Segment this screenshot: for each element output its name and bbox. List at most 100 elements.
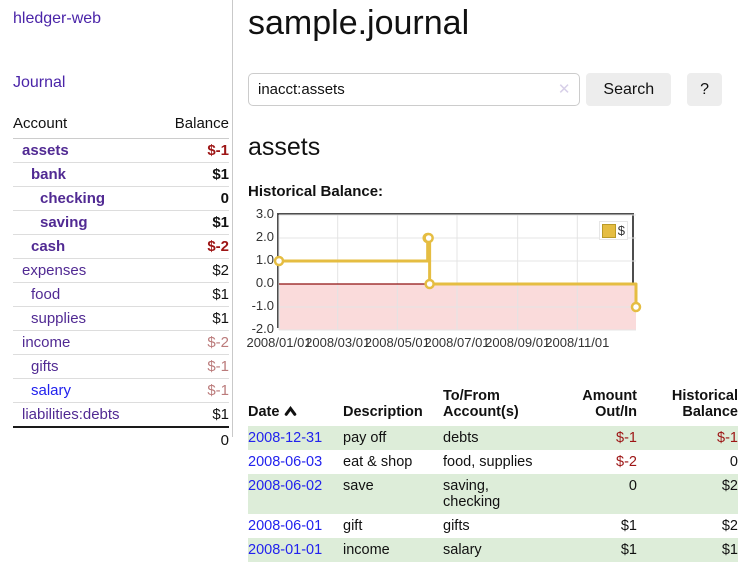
search-button[interactable]: Search bbox=[586, 73, 672, 106]
account-tree-table: Account Balance assets $-1 bank $1 checking 0… bbox=[13, 113, 229, 452]
account-link[interactable]: assets bbox=[22, 142, 69, 159]
transaction-description: save bbox=[343, 478, 374, 494]
account-row: assets $-1 bbox=[13, 139, 229, 163]
journal-nav-link[interactable]: Journal bbox=[13, 74, 66, 91]
transaction-amount: 0 bbox=[628, 478, 637, 494]
total-balance: 0 bbox=[220, 432, 229, 449]
transaction-description: eat & shop bbox=[343, 454, 413, 470]
account-row: cash $-2 bbox=[13, 234, 229, 259]
transaction-accounts: saving, checking bbox=[443, 478, 501, 510]
transaction-date-link[interactable]: 2008-06-01 bbox=[248, 518, 323, 534]
transaction-row: 2008-01-01 income salary $1 $1 bbox=[248, 538, 738, 562]
chart-title: Historical Balance: bbox=[248, 183, 384, 200]
date-column-header[interactable]: Date bbox=[248, 385, 343, 426]
transaction-description: pay off bbox=[343, 430, 387, 446]
amount-column-header: Amount Out/In bbox=[582, 388, 637, 420]
data-point-marker bbox=[630, 301, 642, 313]
transaction-balance: $-1 bbox=[717, 430, 738, 446]
accounts-column-header: To/From Account(s) bbox=[443, 388, 519, 420]
y-tick-label: -2.0 bbox=[251, 321, 274, 336]
y-tick-label: 1.0 bbox=[255, 252, 274, 267]
account-row: food $1 bbox=[13, 282, 229, 307]
balance-chart: 3.0 2.0 1.0 0.0 -1.0 -2.0 $ 2008/01/01 2008/03… bbox=[246, 206, 722, 367]
sidebar: hledger-web Journal Account Balance asse… bbox=[0, 0, 233, 449]
transaction-row: 2008-06-01 gift gifts $1 $2 bbox=[248, 514, 738, 538]
account-link[interactable]: bank bbox=[31, 166, 67, 183]
transaction-row: 2008-06-03 eat & shop food, supplies $-2 0 bbox=[248, 450, 738, 474]
chart-legend: $ bbox=[598, 221, 628, 240]
page-title: sample.journal bbox=[248, 4, 470, 42]
account-balance: $-1 bbox=[207, 142, 229, 159]
transaction-accounts: debts bbox=[443, 430, 479, 446]
description-column-header: Description bbox=[343, 404, 423, 420]
transaction-balance: 0 bbox=[729, 454, 738, 470]
account-row: supplies $1 bbox=[13, 306, 229, 331]
total-spacer bbox=[13, 427, 156, 452]
transaction-balance: $2 bbox=[721, 518, 738, 534]
account-link[interactable]: gifts bbox=[31, 358, 59, 375]
x-tick-label: 2008/05/01 bbox=[364, 335, 430, 350]
account-balance: $1 bbox=[156, 402, 229, 428]
account-balance: $2 bbox=[156, 258, 229, 283]
account-row: salary $-1 bbox=[13, 378, 229, 403]
transaction-amount: $-1 bbox=[616, 430, 637, 446]
account-link[interactable]: salary bbox=[31, 382, 72, 399]
x-tick-label: 2008/09/01 bbox=[485, 335, 551, 350]
account-link[interactable]: expenses bbox=[22, 262, 87, 279]
data-point-marker bbox=[424, 278, 435, 290]
x-tick-label: 2008/07/01 bbox=[424, 335, 490, 350]
clear-search-icon[interactable]: ✕ bbox=[557, 81, 571, 98]
x-tick-label: 2008/03/01 bbox=[305, 335, 371, 350]
transaction-date-link[interactable]: 2008-01-01 bbox=[248, 542, 323, 558]
transaction-description: income bbox=[343, 542, 390, 558]
transaction-accounts: gifts bbox=[443, 518, 470, 534]
transaction-amount: $-2 bbox=[616, 454, 637, 470]
account-link[interactable]: saving bbox=[40, 214, 88, 231]
account-link[interactable]: checking bbox=[40, 190, 106, 207]
legend-swatch-icon bbox=[601, 223, 616, 238]
register-table: Date Description To/From Account(s) Amou… bbox=[248, 385, 738, 562]
account-balance: $1 bbox=[156, 282, 229, 307]
y-tick-label: -1.0 bbox=[251, 298, 274, 313]
account-link[interactable]: cash bbox=[31, 238, 66, 255]
account-balance: 0 bbox=[156, 186, 229, 211]
transaction-date-link[interactable]: 2008-06-02 bbox=[248, 478, 323, 494]
account-heading: assets bbox=[248, 133, 321, 161]
balance-column-header: Balance bbox=[156, 113, 229, 139]
account-balance: $-1 bbox=[156, 378, 229, 403]
search-input-wrap: ✕ bbox=[248, 73, 581, 106]
balance-column-header-main: Historical Balance bbox=[671, 388, 738, 420]
app-title-link[interactable]: hledger-web bbox=[13, 10, 102, 27]
account-link[interactable]: income bbox=[22, 334, 71, 351]
account-row: gifts $-1 bbox=[13, 354, 229, 379]
account-row: saving $1 bbox=[13, 210, 229, 235]
main-content: sample.journal ✕ Search ? assets Histori… bbox=[233, 0, 738, 562]
transaction-date-link[interactable]: 2008-06-03 bbox=[248, 454, 323, 470]
app-window: hledger-web Journal Account Balance asse… bbox=[0, 0, 738, 562]
data-point-marker bbox=[423, 232, 434, 244]
help-button[interactable]: ? bbox=[687, 73, 722, 106]
account-link[interactable]: liabilities:debts bbox=[22, 406, 120, 423]
account-balance: $1 bbox=[156, 162, 229, 187]
account-row: liabilities:debts $1 bbox=[13, 402, 229, 428]
account-row: income $-2 bbox=[13, 330, 229, 355]
account-balance: $-2 bbox=[156, 234, 229, 259]
account-link[interactable]: food bbox=[31, 286, 61, 303]
transaction-amount: $1 bbox=[620, 518, 637, 534]
account-link[interactable]: supplies bbox=[31, 310, 87, 327]
account-balance: $1 bbox=[156, 306, 229, 331]
account-column-header: Account bbox=[13, 113, 157, 139]
transaction-date-link[interactable]: 2008-12-31 bbox=[248, 430, 323, 446]
x-tick-label: 2008/11/01 bbox=[545, 335, 610, 350]
search-form: ✕ Search ? bbox=[248, 73, 722, 106]
y-tick-label: 3.0 bbox=[255, 206, 274, 221]
account-row: checking 0 bbox=[13, 186, 229, 211]
x-tick-label: 2008/01/01 bbox=[246, 335, 312, 350]
transaction-amount: $1 bbox=[620, 542, 637, 558]
account-row: expenses $2 bbox=[13, 258, 229, 283]
chart-x-axis-labels: 2008/01/01 2008/03/01 2008/05/01 2008/07/01… bbox=[246, 335, 636, 351]
account-balance: $1 bbox=[156, 210, 229, 235]
search-input[interactable] bbox=[248, 73, 581, 106]
chevron-up-icon bbox=[285, 406, 297, 416]
transaction-row: 2008-06-02 save saving, checking 0 $2 bbox=[248, 474, 738, 514]
